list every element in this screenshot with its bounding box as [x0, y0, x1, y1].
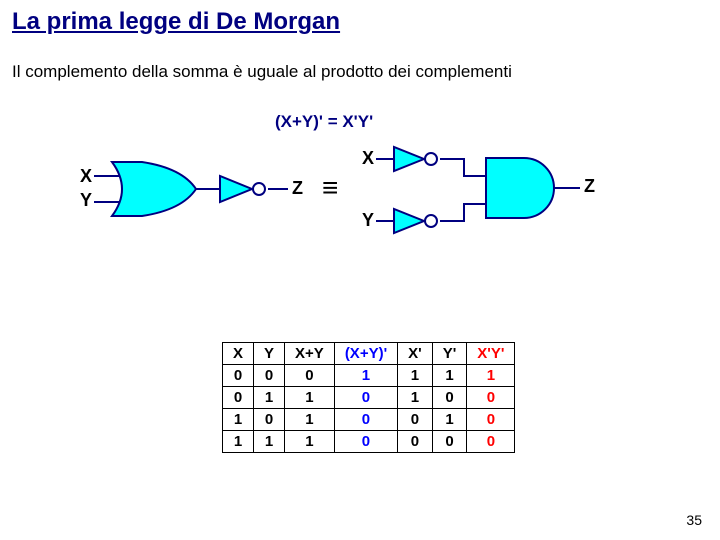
truth-table-col-header: Y — [254, 343, 285, 365]
truth-table-body: 0001111011010010100101110000 — [223, 365, 515, 453]
truth-table-col-header: X — [223, 343, 254, 365]
truth-table-cell: 0 — [467, 431, 515, 453]
truth-table-cell: 1 — [285, 387, 335, 409]
left-out-wire-icon — [268, 184, 288, 194]
truth-table-cell: 1 — [432, 365, 467, 387]
truth-table-cell: 1 — [285, 409, 335, 431]
truth-table-cell: 1 — [467, 365, 515, 387]
right-input-x-label: X — [362, 148, 374, 169]
not-gate-y-icon — [392, 207, 444, 235]
demorgan-formula: (X+Y)' = X'Y' — [275, 112, 373, 132]
truth-table-cell: 0 — [223, 365, 254, 387]
truth-table-cell: 1 — [432, 409, 467, 431]
truth-table-cell: 0 — [254, 409, 285, 431]
truth-table-cell: 1 — [398, 387, 433, 409]
equivalence-symbol: ≡ — [322, 172, 338, 204]
truth-table-cell: 0 — [432, 387, 467, 409]
truth-table-cell: 1 — [254, 431, 285, 453]
truth-table-cell: 0 — [467, 409, 515, 431]
truth-table-cell: 1 — [285, 431, 335, 453]
truth-table-cell: 1 — [223, 409, 254, 431]
truth-table: XYX+Y(X+Y)'X'Y'X'Y' 00011110110100101001… — [222, 342, 515, 453]
table-row: 0110100 — [223, 387, 515, 409]
right-out-wire-icon — [554, 183, 580, 193]
truth-table-header: XYX+Y(X+Y)'X'Y'X'Y' — [223, 343, 515, 365]
page-title: La prima legge di De Morgan — [12, 8, 340, 36]
left-output-z-label: Z — [292, 178, 303, 199]
truth-table-col-header: (X+Y)' — [334, 343, 397, 365]
truth-table-cell: 1 — [254, 387, 285, 409]
circuit-diagram: X Y Z ≡ X Y — [60, 140, 660, 280]
truth-table-cell: 0 — [432, 431, 467, 453]
not-gate-left-icon — [218, 174, 272, 204]
truth-table-col-header: X'Y' — [467, 343, 515, 365]
truth-table-cell: 0 — [398, 409, 433, 431]
truth-table-cell: 1 — [223, 431, 254, 453]
truth-table-cell: 0 — [334, 387, 397, 409]
left-input-y-label: Y — [80, 190, 92, 211]
truth-table-cell: 0 — [254, 365, 285, 387]
page-number: 35 — [686, 512, 702, 528]
subtitle-text: Il complemento della somma è uguale al p… — [12, 62, 512, 82]
truth-table-col-header: X+Y — [285, 343, 335, 365]
left-input-x-label: X — [80, 166, 92, 187]
not-gate-x-icon — [392, 145, 444, 173]
mid-wire-icon — [196, 184, 220, 194]
table-row: 0001111 — [223, 365, 515, 387]
truth-table-cell: 0 — [334, 409, 397, 431]
truth-table-cell: 0 — [285, 365, 335, 387]
left-wire-icon — [94, 160, 124, 218]
table-row: 1110000 — [223, 431, 515, 453]
truth-table-cell: 0 — [334, 431, 397, 453]
right-output-z-label: Z — [584, 176, 595, 197]
truth-table-cell: 0 — [467, 387, 515, 409]
truth-table-cell: 1 — [334, 365, 397, 387]
table-row: 1010010 — [223, 409, 515, 431]
truth-table-cell: 1 — [398, 365, 433, 387]
truth-table-cell: 0 — [398, 431, 433, 453]
truth-table-cell: 0 — [223, 387, 254, 409]
truth-table-col-header: X' — [398, 343, 433, 365]
truth-table-col-header: Y' — [432, 343, 467, 365]
right-input-y-label: Y — [362, 210, 374, 231]
mid-right-wire-icon — [440, 146, 490, 236]
